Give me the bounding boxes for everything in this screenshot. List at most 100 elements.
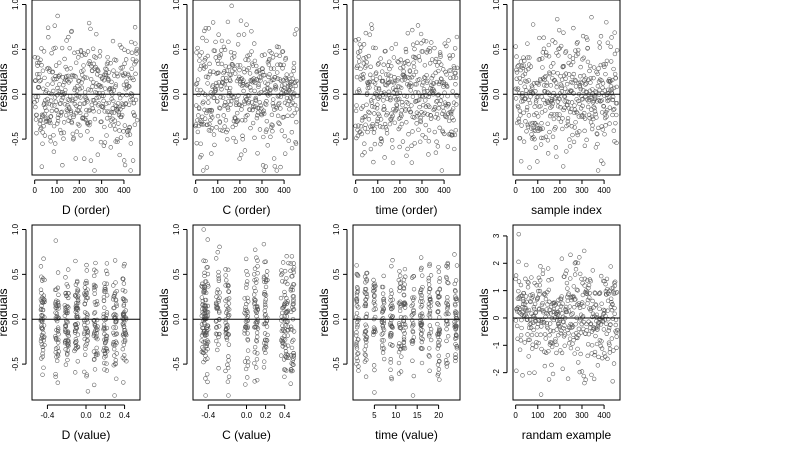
data-point (64, 74, 69, 79)
y-tick-label: 0.0 (492, 88, 501, 100)
data-point (233, 71, 238, 76)
data-point (388, 367, 393, 372)
data-point (53, 141, 58, 146)
data-point (422, 75, 427, 80)
data-point (389, 291, 394, 296)
data-point (361, 42, 367, 47)
data-point (224, 337, 230, 342)
data-point (274, 168, 279, 173)
data-point (531, 327, 536, 333)
data-point (567, 137, 572, 142)
data-point (122, 337, 128, 343)
data-point (249, 29, 254, 34)
data-point (242, 331, 247, 336)
data-point (111, 123, 116, 128)
data-point (83, 326, 88, 331)
data-point (253, 365, 259, 370)
data-point (435, 362, 441, 367)
data-point (518, 338, 523, 343)
data-point (231, 95, 236, 100)
data-point (262, 302, 268, 307)
data-point (543, 296, 549, 302)
data-point (74, 326, 80, 331)
data-point (599, 301, 604, 306)
data-point (572, 272, 578, 277)
data-point (552, 112, 557, 117)
data-point (528, 64, 534, 69)
data-point (374, 121, 380, 127)
data-point (518, 282, 524, 288)
data-point (604, 114, 609, 119)
data-point (588, 321, 594, 326)
data-point (71, 114, 76, 120)
data-point (60, 95, 66, 100)
data-point (372, 302, 378, 307)
data-point (427, 286, 433, 292)
data-point (215, 58, 220, 64)
y-axis-label: residuals (477, 63, 491, 111)
data-point (75, 108, 80, 113)
data-point (109, 79, 114, 85)
data-point (398, 303, 404, 309)
data-point (542, 332, 548, 337)
data-point (547, 92, 552, 97)
data-point (589, 114, 595, 120)
data-point (513, 96, 519, 101)
data-point (113, 84, 118, 89)
data-point (362, 352, 368, 357)
data-point (371, 325, 377, 330)
data-point (205, 75, 211, 80)
data-point (580, 57, 585, 62)
data-point (588, 80, 593, 85)
data-point (431, 107, 436, 113)
data-point (540, 56, 545, 61)
data-point (82, 285, 88, 290)
data-point (214, 325, 219, 330)
data-point (584, 291, 590, 296)
data-point (553, 125, 558, 130)
data-point (572, 77, 578, 83)
data-point (242, 359, 248, 364)
data-point (110, 297, 116, 302)
data-point (354, 341, 359, 347)
data-point (113, 332, 119, 337)
data-point (422, 89, 427, 94)
data-point (444, 263, 449, 269)
data-point (193, 123, 198, 129)
data-point (243, 114, 249, 119)
data-point (583, 331, 588, 336)
data-point (437, 377, 442, 382)
data-point (42, 299, 47, 304)
data-point (121, 380, 126, 385)
data-point (292, 91, 297, 96)
data-point (63, 308, 68, 313)
data-point (548, 83, 553, 88)
data-point (410, 341, 415, 346)
data-point (534, 339, 539, 345)
data-point (102, 109, 107, 114)
y-tick-label: 1.0 (332, 0, 341, 10)
x-tick-label: 0.4 (119, 411, 131, 420)
data-point (516, 104, 521, 110)
data-point (55, 121, 60, 126)
x-tick-label: 200 (73, 186, 87, 195)
data-point (600, 127, 605, 132)
data-point (252, 300, 258, 305)
data-point (226, 99, 231, 104)
data-point (119, 70, 124, 75)
data-point (282, 268, 288, 274)
data-point (556, 333, 561, 338)
data-point (97, 90, 102, 96)
data-point (354, 339, 360, 345)
data-point (418, 313, 423, 319)
data-point (92, 287, 97, 293)
data-point (427, 346, 432, 351)
data-point (282, 367, 288, 372)
data-point (101, 98, 106, 104)
data-point (452, 46, 458, 51)
data-point (251, 104, 256, 110)
data-point (239, 107, 244, 112)
data-point (372, 293, 377, 298)
data-point (260, 163, 266, 168)
